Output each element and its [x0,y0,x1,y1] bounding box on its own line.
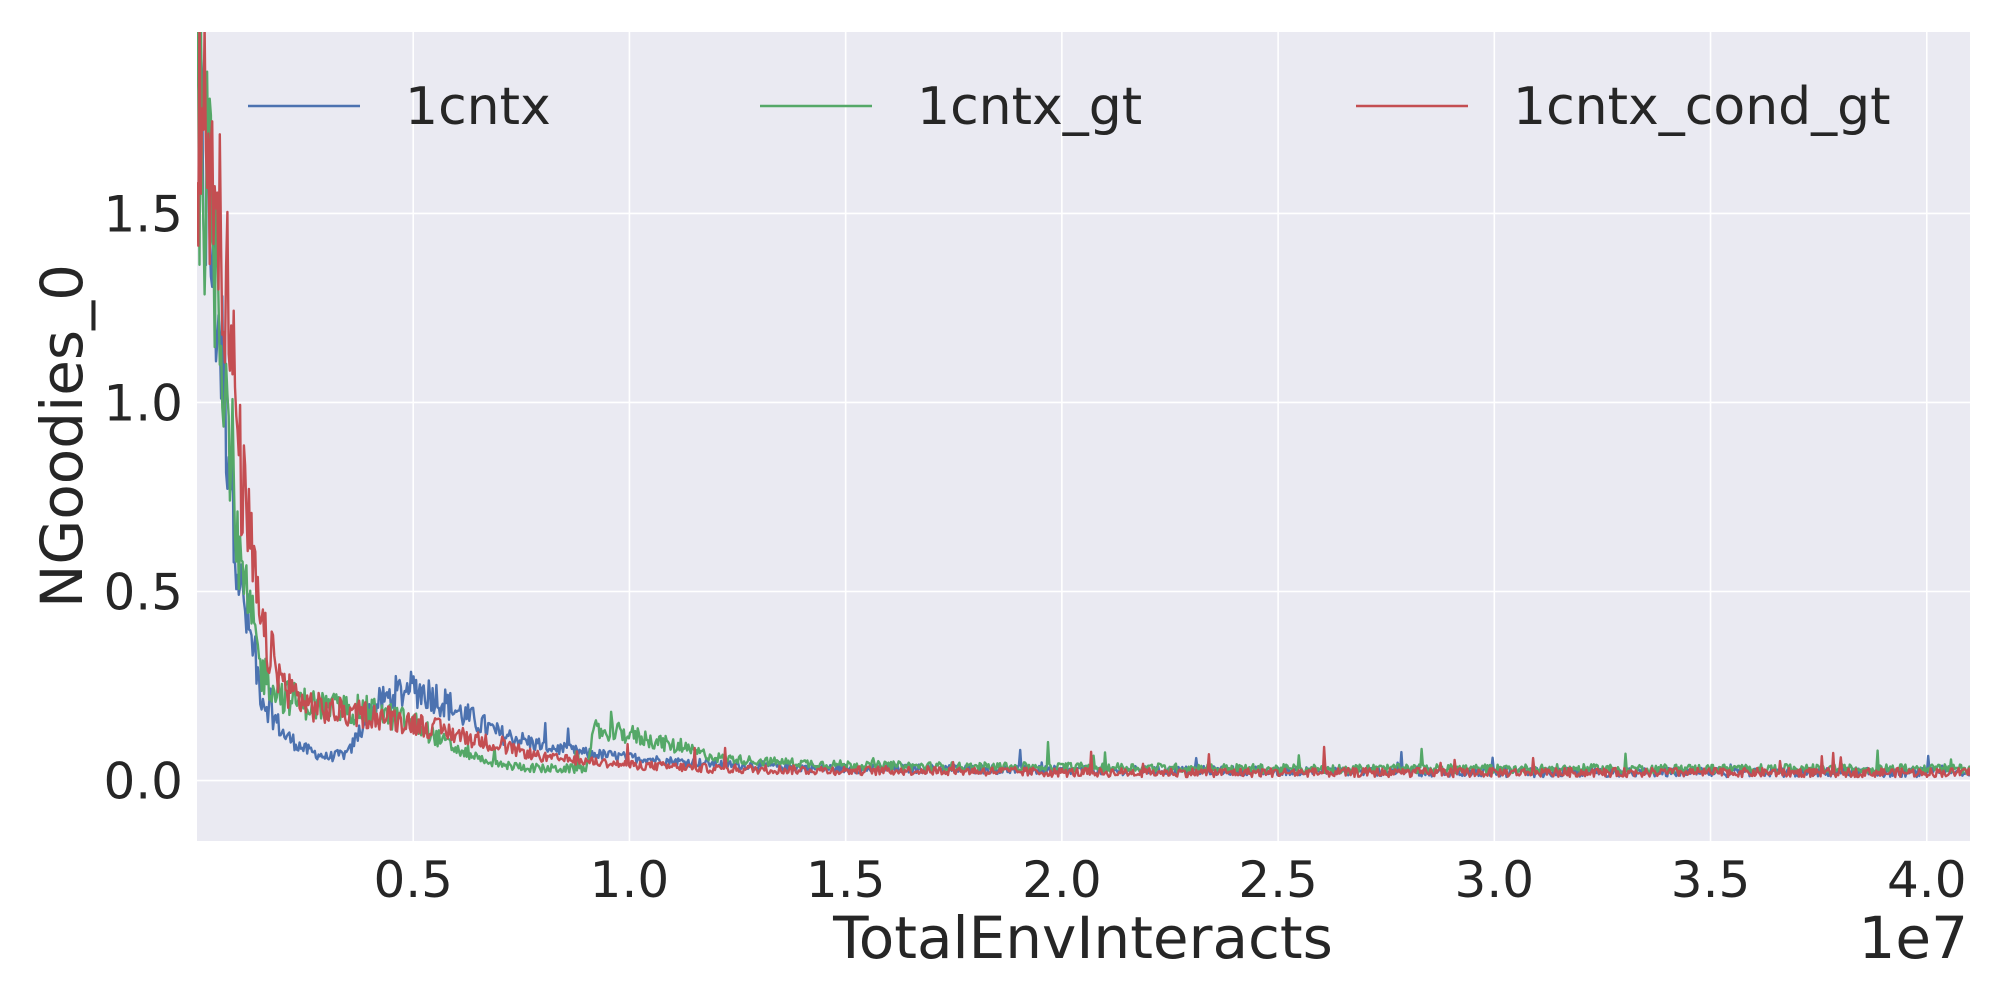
y-tick-label: 1.5 [103,185,183,243]
y-tick-label: 0.0 [103,753,183,811]
legend-label-1cntx_gt: 1cntx_gt [917,77,1142,137]
x-tick-label: 2.0 [1022,851,1102,909]
legend-label-1cntx_cond_gt: 1cntx_cond_gt [1513,77,1891,137]
x-tick-label: 2.5 [1238,851,1318,909]
x-tick-labels: 0.5 1.0 1.5 2.0 2.5 3.0 3.5 4.0 [373,851,1966,909]
legend: 1cntx 1cntx_gt 1cntx_cond_gt [248,77,1891,137]
y-tick-label: 1.0 [103,374,183,432]
y-grid [197,212,1970,782]
x-grid [412,32,1928,841]
x-tick-label: 4.0 [1887,851,1967,909]
x-axis-offset-label: 1e7 [1859,904,1969,972]
x-tick-label: 3.5 [1671,851,1751,909]
plot-background [197,32,1970,841]
x-tick-label: 0.5 [373,851,453,909]
y-axis-label: NGoodies_0 [28,264,96,608]
y-tick-labels: 0.0 0.5 1.0 1.5 [103,185,183,810]
x-tick-label: 3.0 [1455,851,1535,909]
x-tick-label: 1.0 [590,851,670,909]
x-tick-label: 1.5 [806,851,886,909]
series-line-1cntx_cond_gt [197,32,1970,779]
series-layer [197,32,1970,779]
y-tick-label: 0.5 [103,563,183,621]
legend-label-1cntx: 1cntx [405,77,551,137]
x-axis-label: TotalEnvInteracts [832,904,1333,972]
